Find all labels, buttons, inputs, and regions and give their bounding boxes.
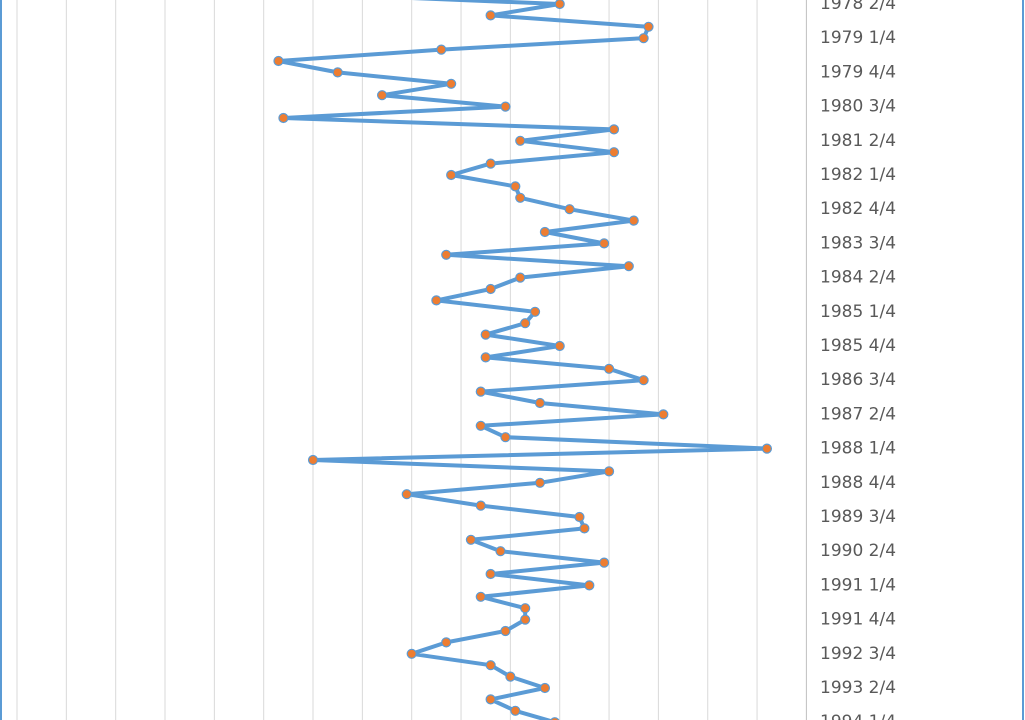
data-point [603, 363, 615, 374]
y-tick-label: 1982 4/4 [820, 199, 896, 219]
data-point [574, 511, 585, 523]
y-tick-label: 1983 3/4 [820, 233, 896, 253]
data-point [529, 306, 541, 317]
data-point [599, 557, 610, 568]
data-point [608, 147, 620, 158]
y-tick-label: 1992 3/4 [820, 644, 896, 664]
data-point [500, 625, 511, 637]
data-point [485, 694, 496, 705]
data-point [628, 215, 639, 226]
data-point [480, 329, 491, 340]
y-tick-label: 1984 2/4 [820, 268, 896, 288]
data-point [515, 192, 526, 203]
y-tick-label: 1990 2/4 [820, 541, 896, 561]
data-point [273, 55, 284, 67]
data-point [475, 386, 486, 397]
data-point [475, 420, 486, 431]
data-point [505, 671, 516, 682]
y-tick-label: 1991 1/4 [820, 575, 896, 595]
data-point [278, 112, 289, 124]
data-point [550, 717, 560, 720]
data-point [376, 90, 388, 101]
data-point [520, 603, 531, 614]
data-point [564, 204, 575, 215]
y-tick-label: 1981 2/4 [820, 131, 896, 151]
y-tick-label: 1985 4/4 [820, 336, 896, 356]
y-tick-label: 1986 3/4 [820, 370, 896, 390]
data-point [584, 580, 595, 591]
data-point [579, 523, 590, 534]
data-point [446, 169, 457, 181]
y-tick-label: 1991 4/4 [820, 610, 896, 630]
data-point [638, 375, 649, 386]
y-tick-label: 1980 3/4 [820, 97, 896, 117]
data-point [485, 158, 496, 169]
y-tick-label: 1988 1/4 [820, 439, 896, 459]
data-point [475, 500, 486, 511]
data-point [441, 249, 452, 260]
data-point [658, 409, 669, 420]
data-point [510, 181, 521, 192]
data-point [406, 648, 417, 659]
y-tick-label: 1987 2/4 [820, 404, 896, 424]
y-tick-label: 1993 2/4 [820, 678, 896, 698]
data-point [520, 614, 531, 625]
data-point [520, 318, 531, 329]
y-tick-label: 1979 1/4 [820, 28, 896, 48]
y-tick-label: 1979 4/4 [820, 62, 896, 82]
y-tick-label: 1989 3/4 [820, 507, 896, 527]
data-point [539, 682, 551, 694]
data-point [465, 534, 477, 545]
data-point [485, 283, 496, 295]
data-point [401, 489, 412, 500]
data-point [534, 477, 546, 488]
data-point [608, 124, 620, 135]
data-point [485, 660, 496, 671]
data-point [431, 295, 442, 306]
data-point [485, 568, 496, 580]
data-point [638, 33, 649, 44]
y-tick-label: 1985 1/4 [820, 302, 896, 322]
data-point [500, 432, 511, 443]
data-point [332, 67, 343, 78]
data-point [446, 78, 457, 89]
data-point [761, 443, 773, 454]
data-point [475, 591, 486, 602]
data-point [599, 238, 610, 249]
data-point [500, 101, 511, 112]
data-point [603, 466, 615, 477]
data-point [485, 10, 496, 21]
data-point [436, 44, 447, 55]
data-point [539, 226, 551, 238]
data-point [515, 272, 526, 283]
data-point [554, 340, 565, 352]
data-point [307, 454, 319, 466]
y-tick-label: 1994 1/4 [820, 712, 896, 720]
data-point [480, 352, 491, 363]
data-point [534, 397, 546, 409]
data-point [515, 135, 526, 146]
data-point [554, 0, 565, 10]
data-point [643, 21, 654, 32]
y-tick-label: 1988 4/4 [820, 473, 896, 493]
data-point [623, 261, 634, 272]
data-point [495, 546, 506, 557]
data-point [510, 705, 521, 716]
y-tick-label: 1982 1/4 [820, 165, 896, 185]
data-point [441, 637, 452, 648]
y-tick-label: 1978 2/4 [820, 0, 896, 14]
